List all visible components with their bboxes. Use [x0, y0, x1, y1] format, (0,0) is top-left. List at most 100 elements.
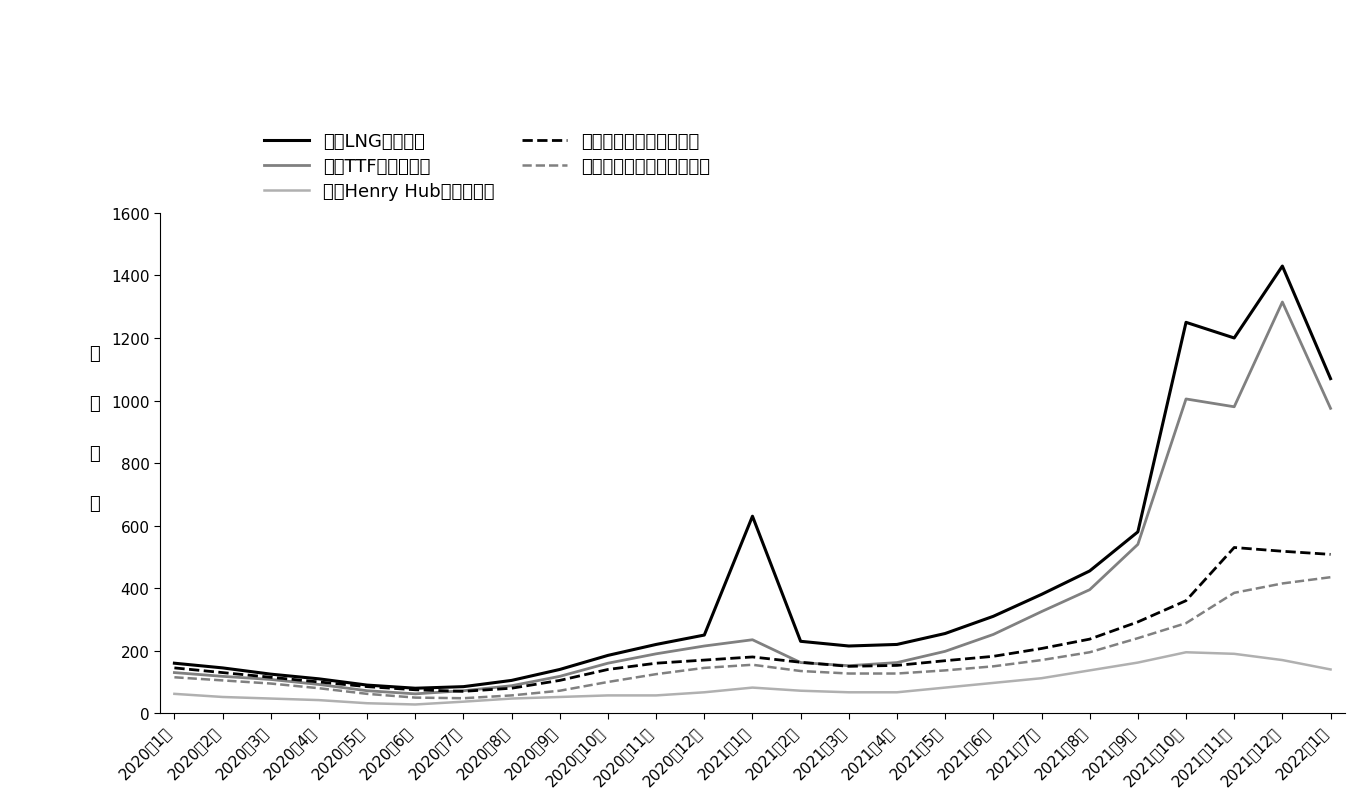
亚洲LNG现货价格	[1081, 566, 1098, 576]
俄罗斯天然气平均出口价格	[310, 683, 326, 693]
俄罗斯天然气平均出口价格	[1227, 589, 1243, 598]
美国Henry Hub天然气价格	[215, 692, 231, 702]
俄罗斯天然气平均出口价格	[647, 670, 664, 679]
欧洲TTF天然气价格	[456, 686, 472, 695]
欧洲TTF天然气价格	[600, 658, 616, 668]
欧洲TTF天然气价格	[696, 642, 713, 651]
美国Henry Hub天然气价格	[1130, 658, 1146, 667]
俄罗斯天然气平均出口价格	[696, 663, 713, 673]
美国Henry Hub天然气价格	[600, 691, 616, 700]
美国Henry Hub天然气价格	[503, 694, 520, 703]
美国Henry Hub天然气价格	[359, 699, 375, 708]
德国天然气平均进口价格	[1227, 543, 1243, 552]
德国天然气平均进口价格	[552, 676, 568, 686]
美国Henry Hub天然气价格	[407, 699, 423, 709]
亚洲LNG现货价格	[985, 612, 1001, 622]
欧洲TTF天然气价格	[744, 635, 760, 645]
美国Henry Hub天然气价格	[889, 687, 906, 697]
欧洲TTF天然气价格	[262, 675, 279, 684]
美国Henry Hub天然气价格	[937, 683, 953, 692]
德国天然气平均进口价格	[1034, 644, 1050, 654]
欧洲TTF天然气价格	[1322, 404, 1338, 414]
俄罗斯天然气平均出口价格	[744, 660, 760, 670]
俄罗斯天然气平均出口价格	[1178, 618, 1194, 628]
亚洲LNG现货价格	[937, 629, 953, 638]
亚洲LNG现货价格	[840, 642, 857, 651]
Text: ）: ）	[90, 495, 101, 512]
德国天然气平均进口价格	[889, 661, 906, 671]
Line: 美国Henry Hub天然气价格: 美国Henry Hub天然气价格	[174, 653, 1330, 704]
亚洲LNG现货价格	[1130, 528, 1146, 537]
德国天然气平均进口价格	[744, 652, 760, 662]
亚洲LNG现货价格	[696, 630, 713, 640]
俄罗斯天然气平均出口价格	[359, 689, 375, 699]
德国天然气平均进口价格	[262, 673, 279, 683]
Line: 俄罗斯天然气平均出口价格: 俄罗斯天然气平均出口价格	[174, 577, 1330, 699]
俄罗斯天然气平均出口价格	[1081, 648, 1098, 658]
亚洲LNG现货价格	[552, 665, 568, 675]
俄罗斯天然气平均出口价格	[1130, 634, 1146, 643]
德国天然气平均进口价格	[1274, 547, 1291, 556]
俄罗斯天然气平均出口价格	[937, 666, 953, 675]
德国天然气平均进口价格	[359, 682, 375, 691]
美国Henry Hub天然气价格	[552, 692, 568, 702]
德国天然气平均进口价格	[310, 677, 326, 687]
美国Henry Hub天然气价格	[1274, 655, 1291, 665]
德国天然气平均进口价格	[696, 655, 713, 665]
德国天然气平均进口价格	[407, 685, 423, 695]
德国天然气平均进口价格	[166, 663, 182, 673]
俄罗斯天然气平均出口价格	[456, 694, 472, 703]
欧洲TTF天然气价格	[407, 689, 423, 699]
亚洲LNG现货价格	[889, 640, 906, 650]
德国天然气平均进口价格	[985, 652, 1001, 662]
俄罗斯天然气平均出口价格	[793, 666, 809, 676]
德国天然气平均进口价格	[1322, 550, 1338, 560]
亚洲LNG现货价格	[503, 676, 520, 686]
亚洲LNG现货价格	[793, 637, 809, 646]
美国Henry Hub天然气价格	[985, 679, 1001, 688]
俄罗斯天然气平均出口价格	[1322, 573, 1338, 582]
俄罗斯天然气平均出口价格	[1034, 655, 1050, 665]
美国Henry Hub天然气价格	[793, 686, 809, 695]
俄罗斯天然气平均出口价格	[600, 677, 616, 687]
亚洲LNG现货价格	[1034, 590, 1050, 600]
德国天然气平均进口价格	[503, 683, 520, 693]
亚洲LNG现货价格	[1322, 374, 1338, 384]
亚洲LNG现货价格	[310, 675, 326, 684]
俄罗斯天然气平均出口价格	[166, 673, 182, 683]
俄罗斯天然气平均出口价格	[985, 662, 1001, 671]
亚洲LNG现货价格	[456, 682, 472, 691]
德国天然气平均进口价格	[840, 662, 857, 671]
亚洲LNG现货价格	[407, 683, 423, 693]
Text: （: （	[90, 344, 101, 362]
欧洲TTF天然气价格	[1081, 585, 1098, 595]
亚洲LNG现货价格	[1274, 262, 1291, 271]
俄罗斯天然气平均出口价格	[889, 669, 906, 679]
Line: 德国天然气平均进口价格: 德国天然气平均进口价格	[174, 548, 1330, 691]
欧洲TTF天然气价格	[1034, 607, 1050, 617]
Text: 美: 美	[90, 394, 101, 413]
美国Henry Hub天然气价格	[744, 683, 760, 692]
欧洲TTF天然气价格	[1178, 394, 1194, 404]
欧洲TTF天然气价格	[647, 649, 664, 658]
欧洲TTF天然气价格	[793, 658, 809, 667]
俄罗斯天然气平均出口价格	[262, 679, 279, 688]
俄罗斯天然气平均出口价格	[503, 691, 520, 700]
亚洲LNG现货价格	[215, 663, 231, 673]
欧洲TTF天然气价格	[937, 646, 953, 656]
美国Henry Hub天然气价格	[696, 687, 713, 697]
德国天然气平均进口价格	[937, 656, 953, 666]
欧洲TTF天然气价格	[1130, 540, 1146, 549]
德国天然气平均进口价格	[215, 668, 231, 678]
欧洲TTF天然气价格	[552, 671, 568, 681]
Legend: 亚洲LNG现货价格, 欧洲TTF天然气价格, 美国Henry Hub天然气价格, 德国天然气平均进口价格, 俄罗斯天然气平均出口价格: 亚洲LNG现货价格, 欧洲TTF天然气价格, 美国Henry Hub天然气价格,…	[264, 132, 710, 201]
德国天然气平均进口价格	[1178, 596, 1194, 605]
亚洲LNG现货价格	[359, 680, 375, 690]
德国天然气平均进口价格	[1130, 618, 1146, 627]
美国Henry Hub天然气价格	[262, 694, 279, 703]
美国Henry Hub天然气价格	[840, 687, 857, 697]
美国Henry Hub天然气价格	[1227, 649, 1243, 658]
亚洲LNG现货价格	[647, 640, 664, 650]
欧洲TTF天然气价格	[215, 671, 231, 681]
美国Henry Hub天然气价格	[1034, 674, 1050, 683]
